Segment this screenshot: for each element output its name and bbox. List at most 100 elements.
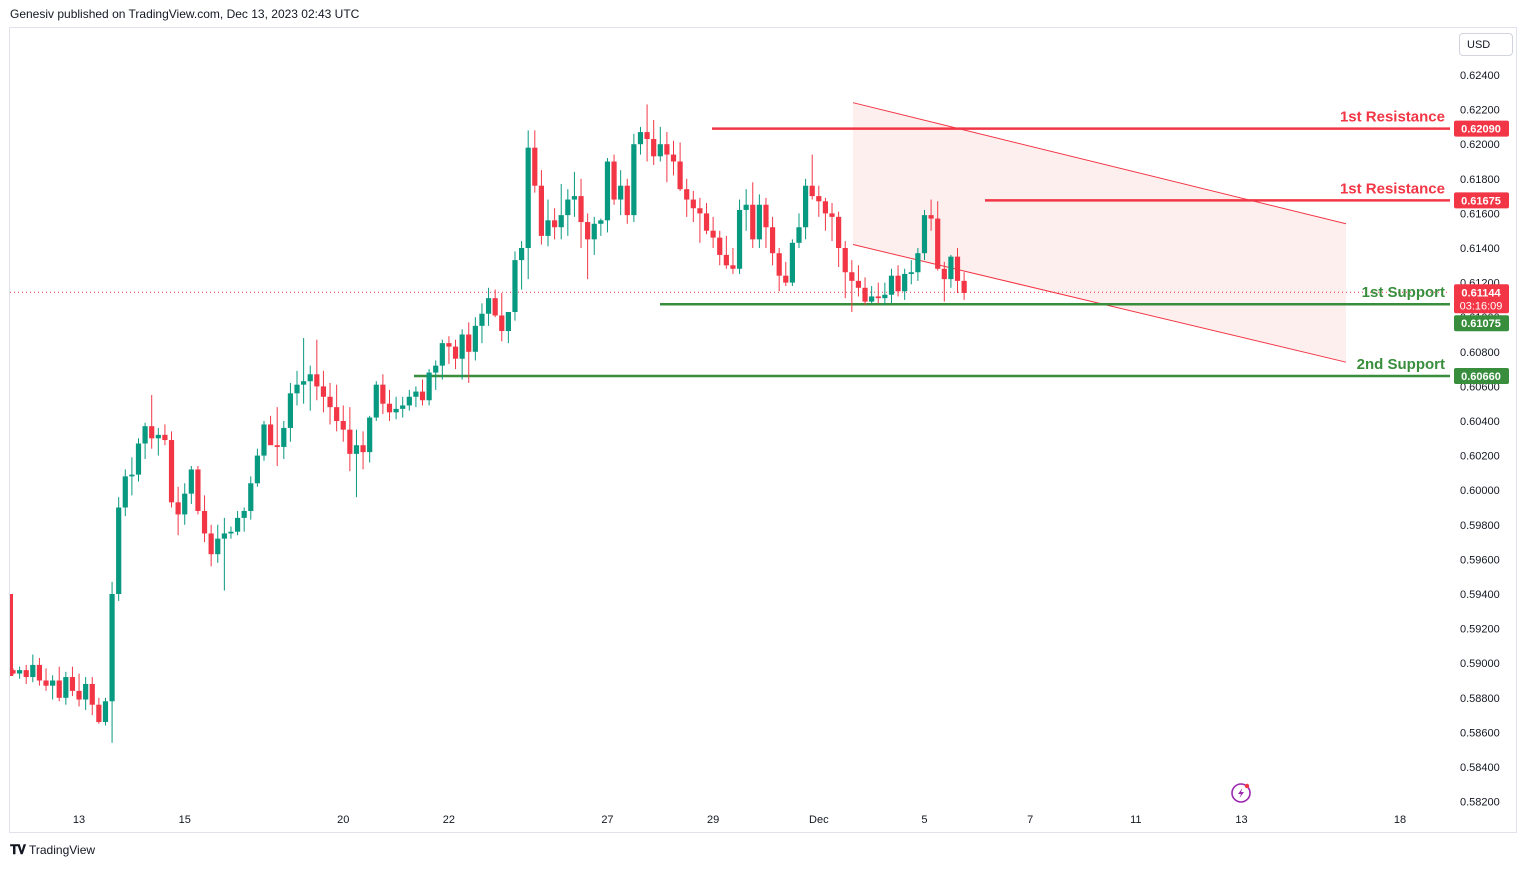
candle-body: [406, 396, 412, 406]
candle-body: [743, 204, 749, 210]
candle-body: [261, 424, 267, 456]
x-tick-label: 22: [443, 814, 455, 826]
candle-body: [783, 275, 789, 283]
candle: [182, 483, 188, 525]
candle-body: [367, 417, 373, 453]
y-tick-label: 0.61400: [1460, 243, 1500, 255]
candle-body: [776, 253, 782, 276]
candle-body: [479, 313, 485, 326]
candle: [360, 431, 366, 470]
candle-body: [935, 218, 941, 269]
candle: [908, 260, 914, 285]
candle-body: [320, 386, 327, 397]
candle-body: [69, 677, 76, 691]
candle-body: [360, 445, 366, 453]
candle-body: [855, 280, 862, 288]
candle: [479, 303, 485, 344]
candle: [763, 197, 769, 248]
candle: [281, 421, 287, 460]
candle-body: [413, 391, 419, 397]
candle: [750, 182, 756, 248]
tradingview-footer[interactable]: 𝐓𝐕 TradingView: [10, 842, 95, 858]
currency-button[interactable]: USD: [1459, 33, 1513, 56]
candle-body: [809, 185, 815, 197]
candle: [928, 199, 934, 231]
candle: [829, 203, 835, 242]
candle-body: [948, 256, 954, 280]
y-tick-label: 0.58400: [1460, 762, 1500, 774]
candle: [254, 448, 260, 487]
candle: [36, 658, 43, 686]
support-price-tag-text: 0.60660: [1461, 371, 1501, 383]
candle-body: [485, 298, 492, 314]
candle: [208, 524, 214, 567]
candle: [63, 671, 69, 705]
candle-body: [684, 189, 690, 200]
last-price-text: 0.61144: [1461, 287, 1501, 299]
candle-body: [895, 275, 901, 292]
candle-body: [56, 680, 62, 698]
y-tick-label: 0.58200: [1460, 797, 1500, 809]
candle-body: [618, 185, 624, 200]
candle: [135, 438, 142, 482]
candle: [347, 407, 353, 472]
candle-body: [829, 213, 835, 217]
candle: [294, 370, 300, 406]
candle: [921, 209, 928, 261]
publisher-info: Genesiv published on TradingView.com, De…: [10, 7, 360, 21]
candle-body: [842, 248, 848, 273]
x-tick-label: 18: [1394, 814, 1406, 826]
candle: [17, 666, 23, 679]
candle: [23, 664, 29, 684]
lightning-icon[interactable]: [1231, 783, 1251, 803]
candle-body: [591, 223, 597, 240]
candle-body: [644, 132, 650, 140]
candle-body: [915, 253, 921, 273]
candle-body: [102, 701, 109, 723]
x-tick-label: 29: [707, 814, 719, 826]
candle: [406, 389, 412, 411]
candle: [334, 384, 340, 432]
candle: [492, 289, 498, 318]
candle: [162, 424, 168, 446]
candle-body: [182, 493, 188, 515]
candle-body: [637, 132, 644, 145]
candle-body: [505, 312, 511, 332]
candle-body: [446, 343, 452, 347]
candle: [274, 407, 280, 466]
candle-body: [789, 242, 795, 283]
candle-body: [796, 227, 802, 243]
candle: [789, 239, 795, 287]
candle: [783, 261, 789, 287]
y-tick-label: 0.61800: [1460, 174, 1500, 186]
candle-body: [565, 199, 571, 216]
candle: [552, 208, 558, 240]
candle-body: [492, 298, 498, 316]
chart-frame[interactable]: [9, 27, 1517, 833]
candle: [809, 154, 815, 200]
candle-body: [525, 147, 531, 248]
support-price-tag-text: 0.61075: [1461, 318, 1501, 330]
candle: [459, 329, 465, 380]
tradingview-logo-icon: 𝐓𝐕: [10, 842, 26, 857]
candle-body: [281, 427, 287, 447]
candle-body: [670, 154, 677, 162]
candle-body: [651, 139, 657, 157]
candle-body: [571, 196, 578, 200]
candle: [426, 369, 432, 406]
candle-body: [954, 256, 961, 281]
channel-upper-line[interactable]: [852, 102, 1347, 225]
candle: [122, 469, 128, 517]
candle-body: [17, 670, 23, 674]
candle: [175, 486, 181, 536]
candle: [340, 405, 346, 442]
x-tick-label: Dec: [809, 814, 829, 826]
candle: [380, 374, 386, 415]
candle: [248, 476, 254, 520]
candle: [102, 697, 109, 726]
candle-body: [340, 421, 346, 430]
candle: [439, 339, 445, 380]
candle-body: [267, 424, 274, 446]
candle-body: [472, 325, 478, 352]
